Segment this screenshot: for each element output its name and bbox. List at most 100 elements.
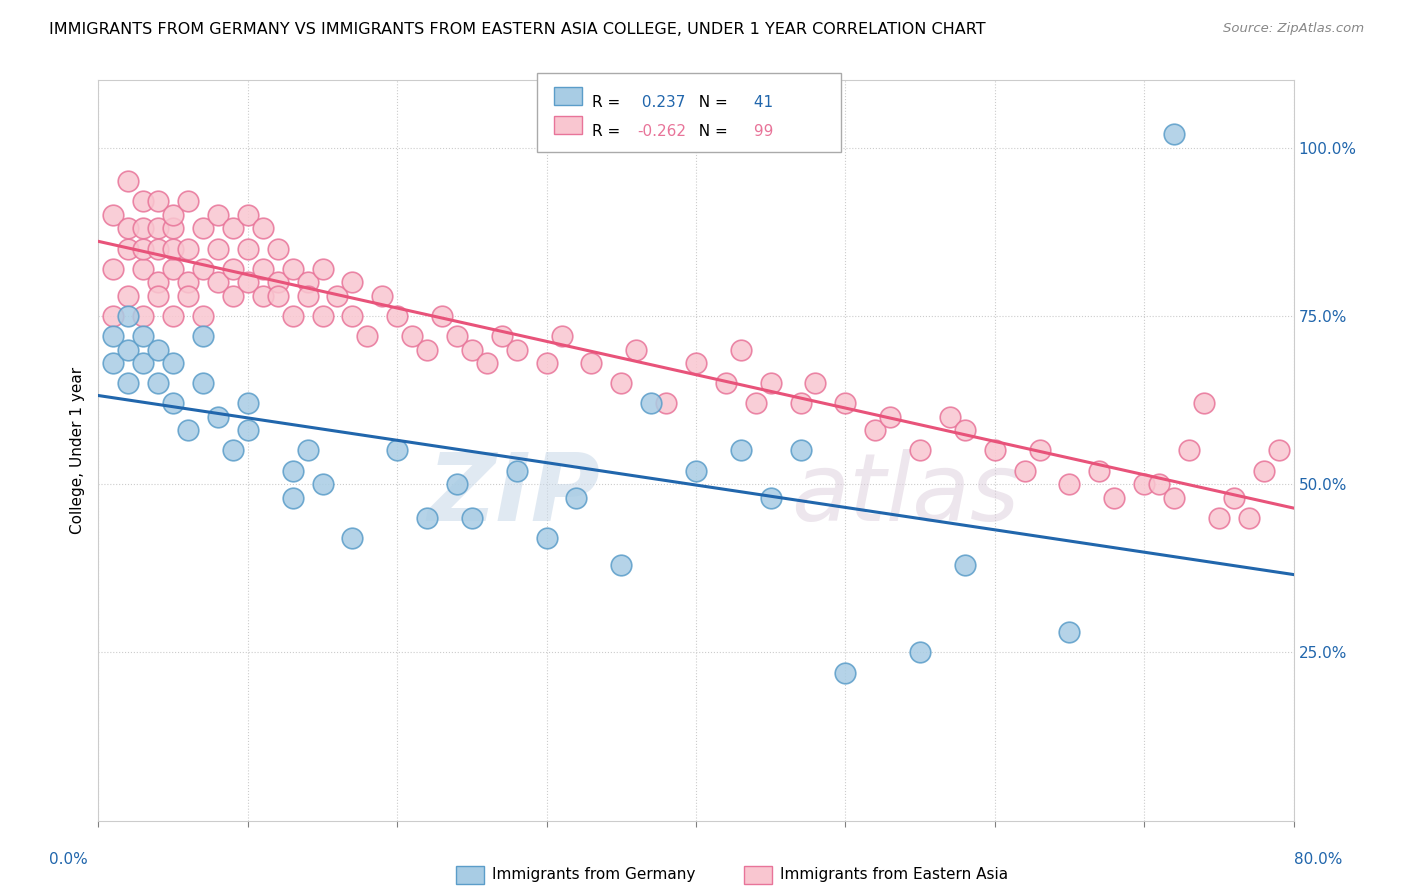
- Point: [267, 275, 290, 289]
- Point: [148, 288, 170, 302]
- Text: R =: R =: [592, 95, 626, 111]
- Point: [416, 343, 439, 357]
- Text: 99: 99: [749, 124, 773, 139]
- Point: [385, 309, 409, 323]
- Point: [252, 288, 274, 302]
- Point: [236, 275, 259, 289]
- Point: [939, 409, 962, 424]
- Point: [804, 376, 827, 391]
- Text: 41: 41: [749, 95, 773, 111]
- Point: [1104, 491, 1126, 505]
- Point: [191, 329, 214, 343]
- Point: [1059, 477, 1081, 491]
- Point: [103, 356, 125, 370]
- Text: atlas: atlas: [792, 450, 1019, 541]
- Point: [132, 194, 155, 209]
- Point: [385, 443, 409, 458]
- Point: [148, 194, 170, 209]
- Point: [191, 309, 214, 323]
- Point: [132, 242, 155, 256]
- Point: [117, 221, 139, 235]
- Point: [117, 376, 139, 391]
- Point: [1208, 510, 1230, 524]
- Point: [132, 221, 155, 235]
- Point: [610, 376, 633, 391]
- Point: [491, 329, 513, 343]
- Point: [148, 275, 170, 289]
- Point: [132, 261, 155, 276]
- Point: [207, 208, 229, 222]
- Point: [342, 275, 364, 289]
- Point: [162, 242, 184, 256]
- Point: [536, 356, 558, 370]
- Point: [342, 309, 364, 323]
- Text: Immigrants from Eastern Asia: Immigrants from Eastern Asia: [780, 867, 1008, 882]
- Point: [297, 288, 319, 302]
- Point: [132, 356, 155, 370]
- Point: [222, 221, 245, 235]
- Point: [191, 376, 214, 391]
- Text: Immigrants from Germany: Immigrants from Germany: [492, 867, 696, 882]
- Point: [177, 288, 200, 302]
- Point: [908, 443, 931, 458]
- Point: [461, 343, 484, 357]
- Point: [879, 409, 901, 424]
- Text: ZIP: ZIP: [427, 449, 600, 541]
- Point: [148, 343, 170, 357]
- Point: [117, 242, 139, 256]
- Point: [281, 261, 304, 276]
- Point: [222, 261, 245, 276]
- Point: [865, 423, 887, 437]
- Text: 0.237: 0.237: [637, 95, 685, 111]
- Point: [103, 261, 125, 276]
- Point: [162, 356, 184, 370]
- Point: [730, 443, 752, 458]
- Point: [416, 510, 439, 524]
- Point: [103, 309, 125, 323]
- Point: [1147, 477, 1170, 491]
- Point: [1223, 491, 1246, 505]
- Point: [236, 396, 259, 410]
- Point: [297, 443, 319, 458]
- Point: [177, 194, 200, 209]
- Point: [132, 329, 155, 343]
- Point: [103, 329, 125, 343]
- Point: [581, 356, 603, 370]
- Point: [1088, 464, 1111, 478]
- Point: [506, 343, 529, 357]
- Point: [207, 409, 229, 424]
- Point: [342, 531, 364, 545]
- Point: [207, 275, 229, 289]
- Point: [1178, 443, 1201, 458]
- Point: [236, 423, 259, 437]
- Text: N =: N =: [689, 124, 733, 139]
- Point: [148, 221, 170, 235]
- Point: [236, 242, 259, 256]
- Text: Source: ZipAtlas.com: Source: ZipAtlas.com: [1223, 22, 1364, 36]
- Point: [745, 396, 768, 410]
- Point: [191, 261, 214, 276]
- Point: [267, 288, 290, 302]
- Point: [207, 242, 229, 256]
- Point: [162, 396, 184, 410]
- Point: [236, 208, 259, 222]
- Point: [162, 208, 184, 222]
- Point: [177, 275, 200, 289]
- Text: N =: N =: [689, 95, 733, 111]
- Point: [430, 309, 453, 323]
- Point: [685, 464, 707, 478]
- Point: [789, 396, 811, 410]
- Point: [1133, 477, 1156, 491]
- Point: [461, 510, 484, 524]
- Point: [834, 396, 856, 410]
- Point: [252, 261, 274, 276]
- Point: [759, 376, 782, 391]
- Point: [655, 396, 678, 410]
- Point: [191, 221, 214, 235]
- Point: [162, 261, 184, 276]
- Point: [565, 491, 588, 505]
- Point: [685, 356, 707, 370]
- Point: [610, 558, 633, 572]
- Point: [550, 329, 572, 343]
- Point: [401, 329, 423, 343]
